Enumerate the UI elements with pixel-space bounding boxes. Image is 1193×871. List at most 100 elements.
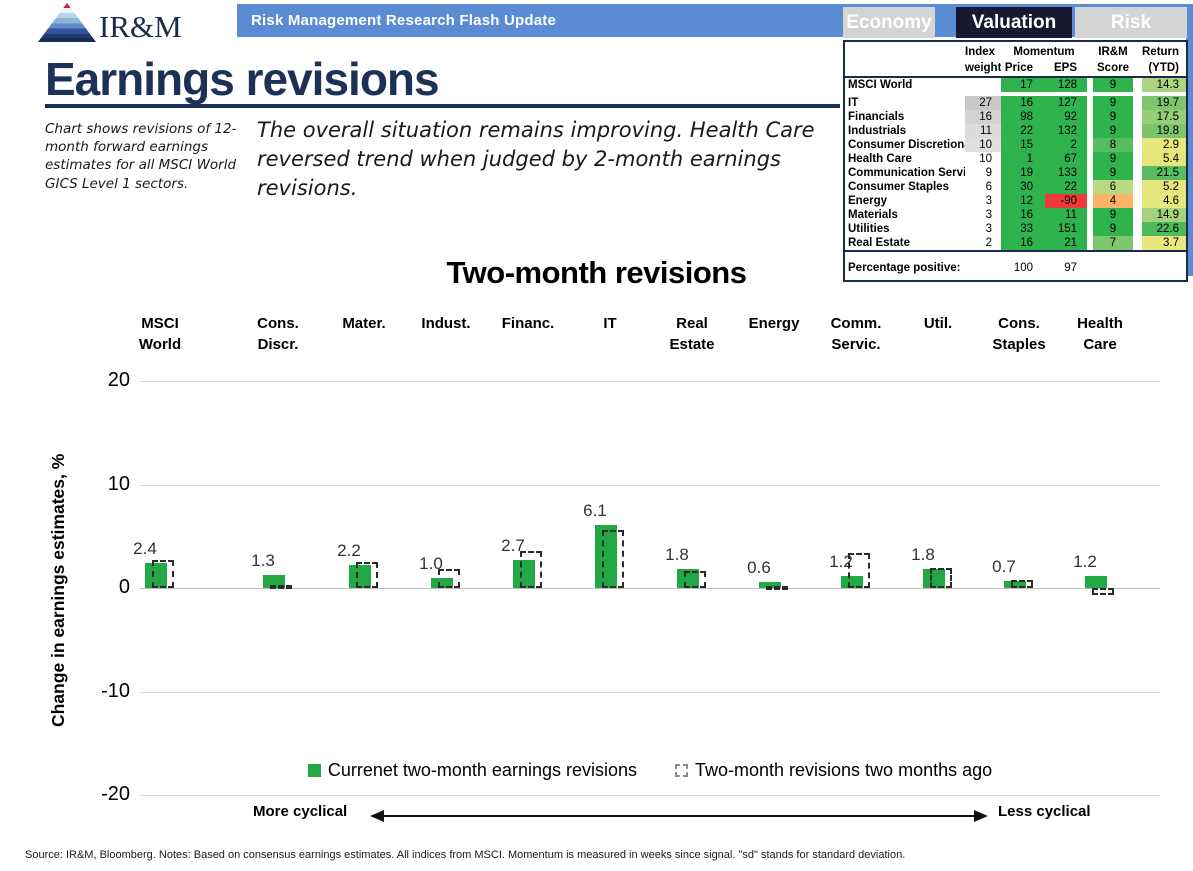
header-gap [1133, 44, 1142, 60]
bar-previous [270, 584, 292, 589]
table-footer: Percentage positive: 100 97 [845, 250, 1186, 280]
irm-logo: IR&M [38, 3, 182, 42]
cell-eps: 21 [1045, 236, 1087, 250]
cell-return: 22.6 [1142, 222, 1186, 236]
tab-economy[interactable]: Economy [843, 7, 935, 38]
source-note: Source: IR&M, Bloomberg. Notes: Based on… [25, 849, 906, 861]
bar-value-label: 6.1 [583, 500, 607, 520]
page-title: Earnings revisions [45, 53, 440, 105]
row-name: Energy [848, 195, 887, 207]
legend-item-previous: Two-month revisions two months ago [675, 760, 992, 781]
cyclical-arrow [370, 808, 988, 829]
chart-title: Two-month revisions [446, 255, 747, 290]
cell-eps: 92 [1045, 110, 1087, 124]
table-row: IT 27 16 127 9 19.7 [845, 96, 1186, 110]
category-label: Health Care [1077, 315, 1123, 353]
table-row: Communication Services919133921.5 [845, 166, 1186, 180]
legend-swatch-current-icon [307, 764, 321, 777]
header-eps: EPS [1053, 62, 1077, 74]
table-row: Industrials 11 22 132 9 19.8 [845, 124, 1186, 138]
category-label: Real Estate [669, 315, 715, 353]
commentary: The overall situation remains improving.… [257, 118, 815, 200]
cell-price: 98 [1001, 110, 1045, 124]
table-row: Energy 3 12 -90 4 4.6 [845, 194, 1186, 208]
cell-return: 19.8 [1142, 124, 1186, 138]
title-underline [45, 104, 840, 108]
percentage-positive-price: 100 [1013, 262, 1033, 274]
bar-current [595, 524, 617, 588]
header-blank [845, 60, 965, 76]
bar-current [841, 575, 863, 588]
gridline [140, 381, 1160, 382]
cell-weight: 16 [965, 110, 1001, 124]
percentage-positive-row: Percentage positive: 100 97 [845, 260, 1186, 276]
cell-price: 22 [1001, 124, 1045, 138]
two-month-revisions-chart: Two-month revisions Change in earnings e… [0, 255, 1193, 835]
cell-weight: 6 [965, 180, 1001, 194]
table-header: Index Momentum IR&M Return weight Price EPS Sco… [845, 42, 1186, 78]
cell-weight: 3 [965, 208, 1001, 222]
bar-value-label: 0.6 [747, 557, 771, 577]
tab-valuation[interactable]: Valuation [956, 7, 1072, 38]
cell-return: 4.6 [1142, 194, 1186, 208]
bar-previous [356, 562, 378, 588]
bar-current [677, 569, 699, 588]
cell-score: 9 [1093, 166, 1133, 180]
cell-eps: 151 [1045, 222, 1087, 236]
cell-price: 1 [1001, 152, 1045, 166]
bar-current [431, 577, 453, 588]
table-row: Real Estate 2 16 21 7 3.7 [845, 236, 1186, 250]
bar-previous [848, 552, 870, 588]
category-label: IT [603, 315, 617, 332]
cell-score: 9 [1093, 78, 1133, 92]
cell-return: 14.9 [1142, 208, 1186, 222]
bar-previous [1011, 579, 1033, 588]
bar-previous [930, 568, 952, 588]
y-tick: 0 [118, 576, 130, 598]
cell-score: 9 [1093, 152, 1133, 166]
table-row: MSCI World 17 128 9 14.3 [845, 78, 1186, 92]
cell-eps: 11 [1045, 208, 1087, 222]
cell-score: 9 [1093, 222, 1133, 236]
bar-value-label: 0.7 [992, 556, 1016, 576]
header-momentum: Momentum [1001, 44, 1087, 60]
cell-eps: 22 [1045, 180, 1087, 194]
cell-score: 9 [1093, 110, 1133, 124]
table-header-row-2: weight Price EPS Score (YTD) [845, 60, 1186, 76]
bar-value-label: 1.2 [1073, 551, 1097, 571]
cell-return: 17.5 [1142, 110, 1186, 124]
cell-price: 16 [1001, 208, 1045, 222]
cell-score: 8 [1093, 138, 1133, 152]
cell-return: 5.4 [1142, 152, 1186, 166]
row-name: MSCI World [848, 79, 913, 91]
bar-value-label: 2.7 [501, 536, 525, 556]
cell-gap [1133, 222, 1142, 236]
table-row: Utilities 3 33 151 9 22.6 [845, 222, 1186, 236]
cell-score: 6 [1093, 180, 1133, 194]
cell-weight: 9 [965, 166, 1001, 180]
cell-return: 2.9 [1142, 138, 1186, 152]
cell-weight: 3 [965, 222, 1001, 236]
bar-previous [438, 569, 460, 588]
less-cyclical-label: Less cyclical [998, 803, 1091, 820]
cell-weight: 27 [965, 96, 1001, 110]
cell-eps: -90 [1045, 194, 1087, 208]
row-name: Financials [848, 111, 905, 123]
bar-current [759, 581, 781, 588]
category-label: Financ. [501, 315, 555, 332]
category-label: Mater. [342, 315, 386, 332]
bar-current [145, 563, 167, 588]
bar-current [1085, 575, 1107, 588]
cell-return: 19.7 [1142, 96, 1186, 110]
category-label: Comm. Servic. [830, 315, 882, 353]
pyramid-icon [38, 3, 96, 42]
cell-gap [1133, 152, 1142, 166]
tab-risk[interactable]: Risk [1075, 7, 1187, 38]
category-label: MSCI World [138, 315, 182, 353]
table-row: Financials 16 98 92 9 17.5 [845, 110, 1186, 124]
row-name: Consumer Staples [848, 181, 949, 193]
gridline [140, 795, 1160, 796]
header-index: Index [965, 46, 996, 58]
legend-item-current: Currenet two-month earnings revisions [307, 760, 637, 781]
